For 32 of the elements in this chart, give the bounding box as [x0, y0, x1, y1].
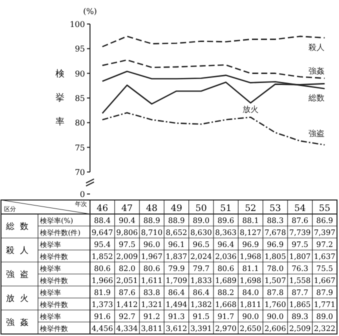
series-label: 強姦 — [308, 66, 325, 76]
x-tick-label: 55 — [318, 204, 331, 214]
y-tick-label: 80 — [74, 118, 85, 128]
x-tick-label: 46 — [96, 204, 108, 214]
x-tick-label: 50 — [195, 204, 208, 214]
x-tick-label: 54 — [294, 204, 306, 214]
x-tick-label: 48 — [146, 204, 158, 214]
text: 検挙率 — [56, 69, 64, 128]
category-label: 放火 — [6, 294, 34, 304]
y-tick-label: 75 — [74, 143, 85, 152]
y-tick-label: 85 — [74, 94, 85, 103]
category-label: 殺人 — [6, 246, 34, 256]
text: 0 — [80, 190, 85, 199]
y-tick-label: 100 — [70, 20, 85, 29]
category-label: 強姦 — [6, 318, 34, 328]
x-tick-label: 47 — [121, 204, 134, 214]
x-tick-label: 53 — [270, 204, 282, 214]
line-series — [102, 59, 326, 79]
x-tick-label: 49 — [170, 204, 182, 214]
series-label: 殺人 — [308, 42, 325, 52]
series-label: 強盗 — [308, 128, 325, 138]
x-tick-label: 51 — [220, 204, 232, 214]
series-label: 放火 — [242, 104, 259, 114]
y-tick-label: 70 — [74, 168, 85, 177]
category-label: 総数 — [6, 222, 34, 232]
x-tick-label: 52 — [244, 204, 256, 214]
text: (%) — [83, 7, 97, 16]
y-tick-label: 95 — [74, 44, 85, 54]
y-tick-label: 90 — [74, 69, 85, 78]
category-label: 強盗 — [6, 270, 34, 280]
series-label: 総数 — [308, 94, 325, 103]
line-series — [102, 112, 326, 146]
